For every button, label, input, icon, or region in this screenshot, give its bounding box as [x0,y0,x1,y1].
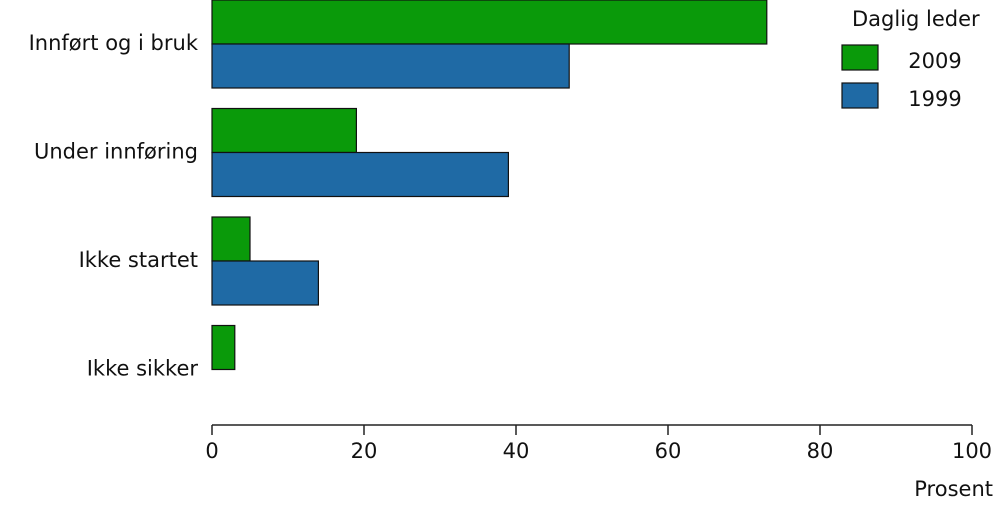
x-tick-label: 0 [205,439,218,463]
x-axis-label: Prosent [914,477,993,501]
x-tick-label: 80 [807,439,834,463]
y-tick-label: Ikke startet [79,248,198,272]
bar [211,43,570,89]
bar [211,260,320,306]
bar [211,151,509,198]
legend-label: 1999 [908,87,961,111]
legend-swatch [841,82,879,109]
x-tick-label: 20 [351,439,378,463]
bar [211,216,251,262]
y-tick-label: Innført og i bruk [29,31,199,55]
bar [211,107,357,154]
bar [211,324,236,371]
y-tick-label: Under innføring [34,140,198,164]
x-tick-label: 60 [655,439,682,463]
x-tick-label: 100 [952,439,992,463]
x-tick-label: 40 [503,439,530,463]
legend-swatch [841,44,879,71]
bar [211,0,768,45]
y-tick-label: Ikke sikker [87,357,199,381]
legend-label: 2009 [908,49,961,73]
legend-title: Daglig leder [852,7,980,31]
